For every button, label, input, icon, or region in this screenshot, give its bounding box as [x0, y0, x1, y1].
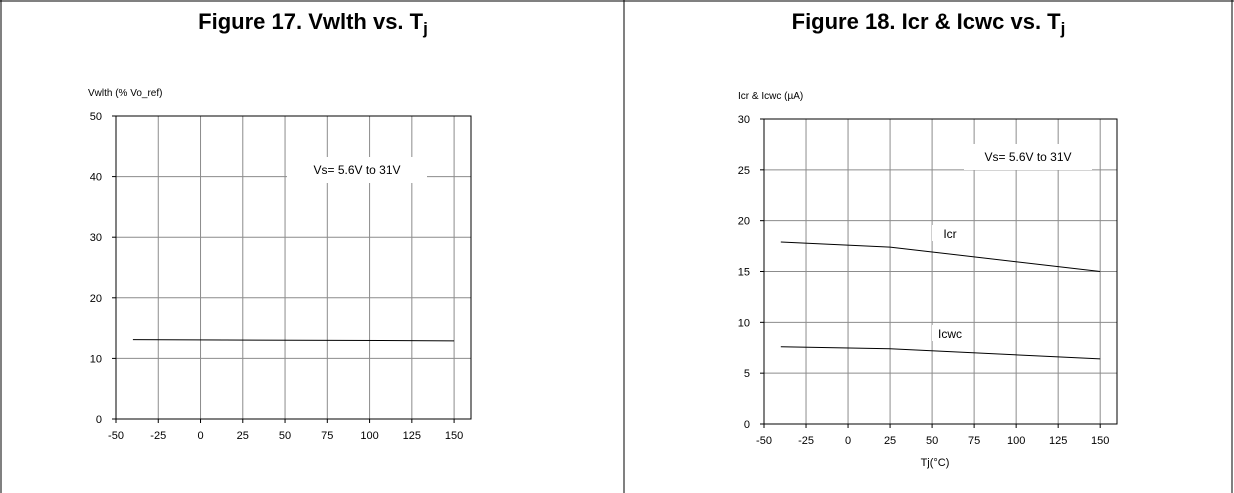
y-tick-label: 25	[738, 165, 750, 177]
annotation-text: Vs= 5.6V to 31V	[313, 163, 400, 177]
x-tick-label: -25	[798, 435, 814, 447]
series-line-vwlth	[132, 339, 455, 342]
x-tick-label: 25	[884, 435, 896, 447]
y-tick-label: 0	[744, 419, 750, 431]
annotation-background	[964, 144, 1092, 170]
y-tick-label: 5	[744, 368, 750, 380]
x-tick-label: 0	[197, 430, 203, 442]
y-tick-label: 15	[738, 267, 750, 279]
annotation-background	[287, 157, 427, 183]
y-tick-label: 10	[738, 317, 750, 329]
figure-17-title-subscript: j	[423, 19, 428, 38]
series-label: Icr	[943, 227, 956, 241]
x-tick-label: 150	[1091, 435, 1109, 447]
x-axis-label: Tj(°C)	[921, 457, 950, 469]
figure-18-title-text: Figure 18. Icr & Icwc vs. T	[791, 9, 1061, 34]
annotation-text: Vs= 5.6V to 31V	[984, 150, 1071, 164]
x-tick-label: 75	[321, 430, 333, 442]
figure-17-title-text: Figure 17. Vwlth vs. T	[198, 9, 424, 34]
series-line-icr	[780, 241, 1101, 272]
x-tick-label: -25	[150, 430, 166, 442]
y-tick-label: 30	[738, 114, 750, 126]
series-label-background	[932, 225, 968, 241]
y-tick-label: 50	[90, 111, 102, 123]
y-tick-label: 20	[90, 293, 102, 305]
figure-18-title-subscript: j	[1060, 19, 1066, 38]
plot-area-border	[115, 115, 472, 420]
x-tick-label: 150	[445, 430, 463, 442]
y-tick-label: 40	[90, 172, 102, 184]
series-label: Icwc	[938, 327, 962, 341]
figure-17-title: Figure 17. Vwlth vs. Tj	[2, 4, 624, 44]
x-tick-label: 0	[845, 435, 851, 447]
x-tick-label: 50	[279, 430, 291, 442]
x-tick-label: -50	[108, 430, 124, 442]
x-tick-label: -50	[756, 435, 772, 447]
x-tick-label: 100	[360, 430, 378, 442]
series-line-icwc	[780, 346, 1101, 360]
y-tick-label: 10	[90, 353, 102, 365]
y-axis-label: Icr & Icwc (µA)	[738, 91, 803, 102]
x-tick-label: 125	[1049, 435, 1067, 447]
series-label-background	[932, 325, 968, 341]
x-tick-label: 100	[1007, 435, 1025, 447]
x-tick-label: 50	[926, 435, 938, 447]
figure-18-title: Figure 18. Icr & Icwc vs. Tj	[625, 4, 1232, 44]
y-tick-label: 30	[90, 232, 102, 244]
y-axis-label: Vwlth (% Vo_ref)	[88, 88, 162, 99]
x-tick-label: 125	[403, 430, 421, 442]
y-tick-label: 20	[738, 216, 750, 228]
x-tick-label: 75	[968, 435, 980, 447]
x-tick-label: 25	[237, 430, 249, 442]
y-tick-label: 0	[96, 414, 102, 426]
